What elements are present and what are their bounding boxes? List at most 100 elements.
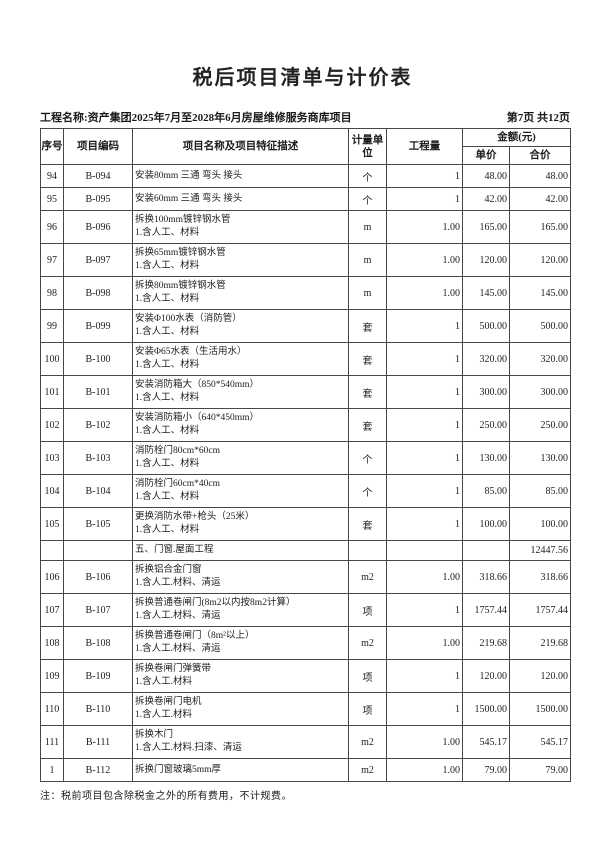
table-row: 95 B-095 安装60mm 三通 弯头 接头个 1 42.00 42.00: [40, 187, 571, 212]
cell-code: B-110: [63, 692, 133, 727]
meta-row: 工程名称:资产集团2025年7月至2028年6月房屋维修服务商库项目 第7页 共…: [40, 109, 570, 125]
cell-unit-price: 545.17: [462, 725, 510, 760]
cell-code: B-097: [63, 243, 133, 278]
description-line: 1.含人工、材料: [135, 327, 200, 338]
cell-description: 拆换80mm镀锌钢水管 1.含人工、材料: [132, 276, 349, 311]
table-row: 102 B-102 安装消防箱小（640*450mm） 1.含人工、材料套 1 250.0…: [40, 408, 571, 443]
cell-quantity: 1: [386, 375, 463, 410]
description-line: 安装消防箱小（640*450mm）: [135, 413, 260, 424]
cell-unit: 个: [348, 164, 387, 189]
table-row: 108 B-108 拆换普通卷闸门（8m²以上） 1.含人工.材料、清运 m2 1.00 2…: [40, 626, 571, 661]
cell-total-price: 12447.56: [509, 540, 571, 562]
cell-code: B-108: [63, 626, 133, 661]
cell-code: B-109: [63, 659, 133, 694]
header-row: 序号 项目编码 项目名称及项目特征描述 计量单位 工程量 金额(元): [40, 127, 571, 166]
cell-total-price: 120.00: [509, 243, 571, 278]
cell-unit-price: 1757.44: [462, 593, 510, 628]
description-line: 拆换普通卷闸门(8m2以内按8m2计算）: [135, 598, 296, 609]
cell-seq: 107: [40, 593, 64, 628]
cell-quantity: [386, 540, 463, 562]
cell-unit: 套: [348, 507, 387, 542]
cell-unit-price: 120.00: [462, 659, 510, 694]
description-line: 1.含人工、材料: [135, 294, 200, 305]
cell-unit-price: 320.00: [462, 342, 510, 377]
description-line: 安装Φ65水表（生活用水）: [135, 347, 247, 358]
description-line: 1.含人工、材料: [135, 393, 200, 404]
cell-description: 消防栓门60cm*40cm 1.含人工、材料: [132, 474, 349, 509]
table-row: 110 B-110 拆换卷闸门电机 1.含人工.材料项 1 1500.00 1500.00: [40, 692, 571, 727]
cell-seq: 96: [40, 210, 64, 245]
cell-seq: 110: [40, 692, 64, 727]
cell-unit-price: 219.68: [462, 626, 510, 661]
cell-seq: 111: [40, 725, 64, 760]
cell-unit: 套: [348, 375, 387, 410]
description-line: 拆换普通卷闸门（8m²以上）: [135, 631, 255, 642]
table-row: 97 B-097 拆换65mm镀锌钢水管 1.含人工、材料 m 1.00 120.00 120…: [40, 243, 571, 278]
cell-description: 拆换铝合金门窗 1.含人工.材料、清运: [132, 560, 349, 595]
cell-unit-price: 42.00: [462, 187, 510, 212]
description-line: 安装60mm 三通 弯头 接头: [135, 193, 243, 204]
cell-unit-price: 100.00: [462, 507, 510, 542]
table-row: 107 B-107 拆换普通卷闸门(8m2以内按8m2计算） 1.含人工.材料、清运 项…: [40, 593, 571, 628]
cell-code: B-100: [63, 342, 133, 377]
col-header-name: 项目名称及项目特征描述: [132, 127, 349, 166]
cell-unit-price: 85.00: [462, 474, 510, 509]
description-line: 1.含人工.材料.扫漆、清运: [135, 743, 242, 754]
cell-total-price: 219.68: [509, 626, 571, 661]
content-area: 工程名称:资产集团2025年7月至2028年6月房屋维修服务商库项目 第7页 共…: [40, 109, 571, 803]
cell-unit-price: 500.00: [462, 309, 510, 344]
cell-unit: m2: [348, 560, 387, 595]
cell-quantity: 1: [386, 408, 463, 443]
description-line: 五、门窗.屋面工程: [135, 545, 214, 556]
cell-total-price: 318.66: [509, 560, 571, 595]
cell-code: B-111: [63, 725, 133, 760]
cell-total-price: 79.00: [509, 758, 571, 783]
description-line: 1.含人工.材料、清运: [135, 611, 221, 622]
footnote-text: 注：税前项目包含除税金之外的所有费用，不计规费。: [40, 791, 292, 803]
description-line: 拆换铝合金门窗: [135, 565, 202, 576]
cell-description: 安装消防箱小（640*450mm） 1.含人工、材料: [132, 408, 349, 443]
cell-code: B-096: [63, 210, 133, 245]
cell-unit-price: [462, 540, 510, 562]
cell-quantity: 1: [386, 507, 463, 542]
cell-unit: 项: [348, 659, 387, 694]
cell-total-price: 145.00: [509, 276, 571, 311]
cell-code: [63, 540, 133, 562]
cell-description: 安装Φ65水表（生活用水） 1.含人工、材料: [132, 342, 349, 377]
cell-code: B-106: [63, 560, 133, 595]
cell-unit-price: 300.00: [462, 375, 510, 410]
cell-seq: 106: [40, 560, 64, 595]
cell-total-price: 165.00: [509, 210, 571, 245]
cell-quantity: 1: [386, 164, 463, 189]
cell-unit-price: 120.00: [462, 243, 510, 278]
col-header-amount-group: 金额(元): [462, 127, 571, 148]
description-line: 拆换木门: [135, 730, 174, 741]
cell-unit: 套: [348, 342, 387, 377]
cell-total-price: 500.00: [509, 309, 571, 344]
description-line: 1.含人工、材料: [135, 228, 200, 239]
cell-unit-price: 165.00: [462, 210, 510, 245]
description-line: 拆换门窗玻璃5mm厚: [135, 764, 222, 775]
table-row: 103 B-103 消防栓门80cm*60cm 1.含人工、材料个 1 130.00 130…: [40, 441, 571, 476]
table-row: 94 B-094 安装80mm 三通 弯头 接头个 1 48.00 48.00: [40, 164, 571, 189]
cell-unit: [348, 540, 387, 562]
cell-seq: 94: [40, 164, 64, 189]
col-header-total-price: 合价: [509, 146, 571, 166]
cell-total-price: 100.00: [509, 507, 571, 542]
pricing-table: 序号 项目编码 项目名称及项目特征描述 计量单位 工程量 金额(元) 单价 合价…: [40, 127, 571, 783]
cell-total-price: 250.00: [509, 408, 571, 443]
cell-unit: 套: [348, 408, 387, 443]
cell-quantity: 1.00: [386, 243, 463, 278]
cell-code: B-112: [63, 758, 133, 783]
description-line: 拆换卷闸门弹簧带: [135, 664, 212, 675]
cell-code: B-094: [63, 164, 133, 189]
cell-unit-price: 318.66: [462, 560, 510, 595]
cell-description: 拆换100mm镀锌钢水管 1.含人工、材料: [132, 210, 349, 245]
header-subrow: 单价 合价: [41, 146, 571, 166]
description-line: 1.含人工、材料: [135, 426, 200, 437]
col-header-code: 项目编码: [63, 127, 133, 166]
table-row: 99 B-099 安装Φ100水表（消防管） 1.含人工、材料套 1 500.00 500.…: [40, 309, 571, 344]
cell-quantity: 1: [386, 593, 463, 628]
cell-seq: 101: [40, 375, 64, 410]
col-header-seq: 序号: [40, 127, 64, 166]
